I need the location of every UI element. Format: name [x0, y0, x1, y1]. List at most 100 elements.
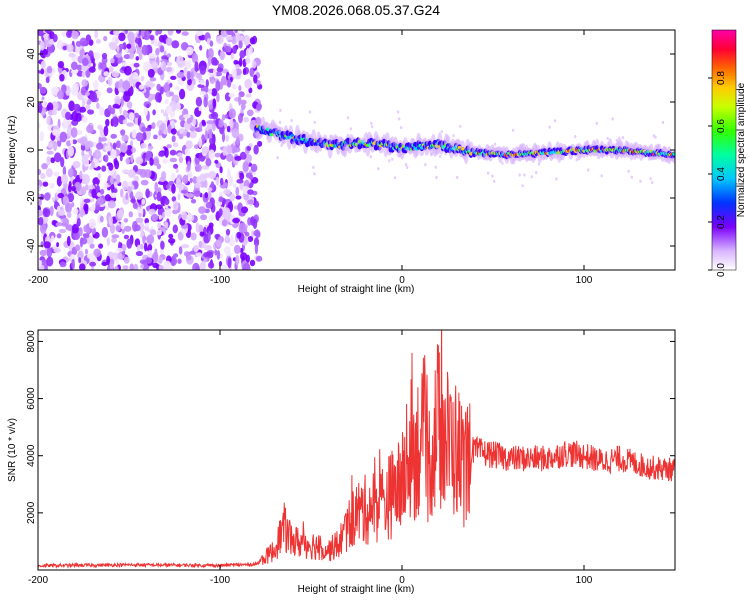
noise-cell	[57, 61, 65, 69]
noise-cell	[204, 208, 210, 214]
noise-cell	[88, 149, 93, 157]
noise-cell	[51, 109, 57, 116]
noise-cell	[85, 141, 90, 151]
noise-cell	[149, 157, 154, 166]
noise-cell	[104, 145, 112, 152]
noise-cell	[66, 43, 74, 53]
noise-cell	[137, 38, 142, 48]
noise-cell	[38, 199, 42, 206]
noise-cell	[151, 122, 156, 130]
noise-cell	[194, 61, 199, 72]
noise-cell	[219, 177, 224, 186]
noise-cell	[173, 163, 179, 169]
y-tick-label: 2000	[26, 501, 37, 524]
noise-cell	[59, 261, 67, 268]
noise-cell	[194, 144, 199, 149]
noise-cell	[221, 131, 226, 143]
noise-cell	[140, 142, 147, 149]
noise-cell	[537, 162, 541, 166]
noise-cell	[187, 78, 192, 86]
noise-cell	[38, 72, 41, 82]
noise-cell	[42, 48, 48, 56]
noise-cell	[164, 221, 169, 229]
noise-cell	[103, 125, 109, 137]
noise-cell	[186, 214, 193, 221]
noise-cell	[249, 37, 256, 45]
noise-cell	[137, 206, 141, 215]
noise-cell	[150, 229, 157, 236]
noise-cell	[110, 133, 117, 139]
noise-cell	[109, 263, 114, 270]
noise-cell	[84, 204, 89, 215]
noise-cell	[459, 124, 462, 128]
noise-cell	[75, 40, 82, 47]
noise-cell	[186, 46, 194, 56]
noise-cell	[233, 146, 241, 153]
noise-cell	[112, 54, 118, 66]
ridge-cell	[461, 147, 465, 151]
noise-cell	[175, 30, 182, 34]
noise-cell	[400, 126, 403, 130]
noise-cell	[236, 179, 244, 184]
noise-cell	[308, 110, 312, 114]
noise-cell	[243, 117, 249, 123]
noise-cell	[377, 167, 380, 171]
noise-cell	[146, 234, 155, 245]
noise-cell	[204, 192, 209, 199]
noise-cell	[199, 231, 205, 237]
noise-cell	[123, 91, 131, 102]
noise-cell	[79, 237, 84, 248]
noise-cell	[177, 152, 183, 158]
noise-cell	[211, 88, 218, 97]
noise-cell	[219, 50, 225, 61]
snr-frame	[37, 329, 676, 571]
noise-cell	[65, 202, 72, 214]
noise-cell	[145, 222, 150, 228]
noise-cell	[249, 259, 256, 267]
noise-cell	[279, 108, 282, 112]
noise-cell	[238, 113, 243, 124]
noise-cell	[109, 223, 115, 234]
noise-cell	[211, 79, 215, 85]
spectrogram-marks	[38, 30, 675, 270]
noise-cell	[170, 172, 176, 182]
noise-cell	[172, 224, 178, 234]
noise-cell	[57, 205, 61, 212]
noise-cell	[290, 119, 293, 123]
noise-cell	[70, 254, 76, 260]
noise-cell	[621, 136, 625, 140]
colorbar-tick-label: 0.2	[716, 215, 727, 229]
noise-cell	[207, 190, 212, 201]
noise-cell	[153, 191, 157, 201]
noise-cell	[235, 32, 241, 43]
noise-cell	[369, 155, 372, 159]
noise-cell	[71, 111, 79, 122]
noise-cell	[148, 208, 156, 215]
noise-cell	[61, 122, 69, 129]
y-tick-label: 0	[26, 147, 37, 153]
noise-cell	[247, 199, 255, 205]
noise-cell	[221, 264, 228, 270]
noise-cell	[115, 53, 123, 58]
spectrogram-y-label: Frequency (Hz)	[7, 116, 18, 185]
noise-cell	[51, 197, 56, 202]
noise-cell	[65, 111, 72, 121]
y-tick-label: 40	[26, 48, 37, 60]
noise-cell	[38, 30, 44, 37]
noise-cell	[115, 140, 121, 149]
noise-cell	[38, 193, 41, 198]
noise-cell	[241, 206, 249, 214]
noise-cell	[136, 49, 143, 55]
noise-cell	[501, 161, 504, 165]
noise-cell	[67, 211, 72, 218]
noise-cell	[123, 54, 131, 60]
noise-cell	[122, 180, 128, 191]
noise-cell	[176, 130, 180, 136]
noise-cell	[225, 144, 233, 156]
noise-cell	[208, 149, 215, 160]
noise-cell	[82, 57, 89, 67]
noise-cell	[630, 175, 633, 179]
noise-cell	[101, 226, 109, 238]
noise-cell	[93, 248, 102, 258]
noise-cell	[255, 255, 263, 262]
